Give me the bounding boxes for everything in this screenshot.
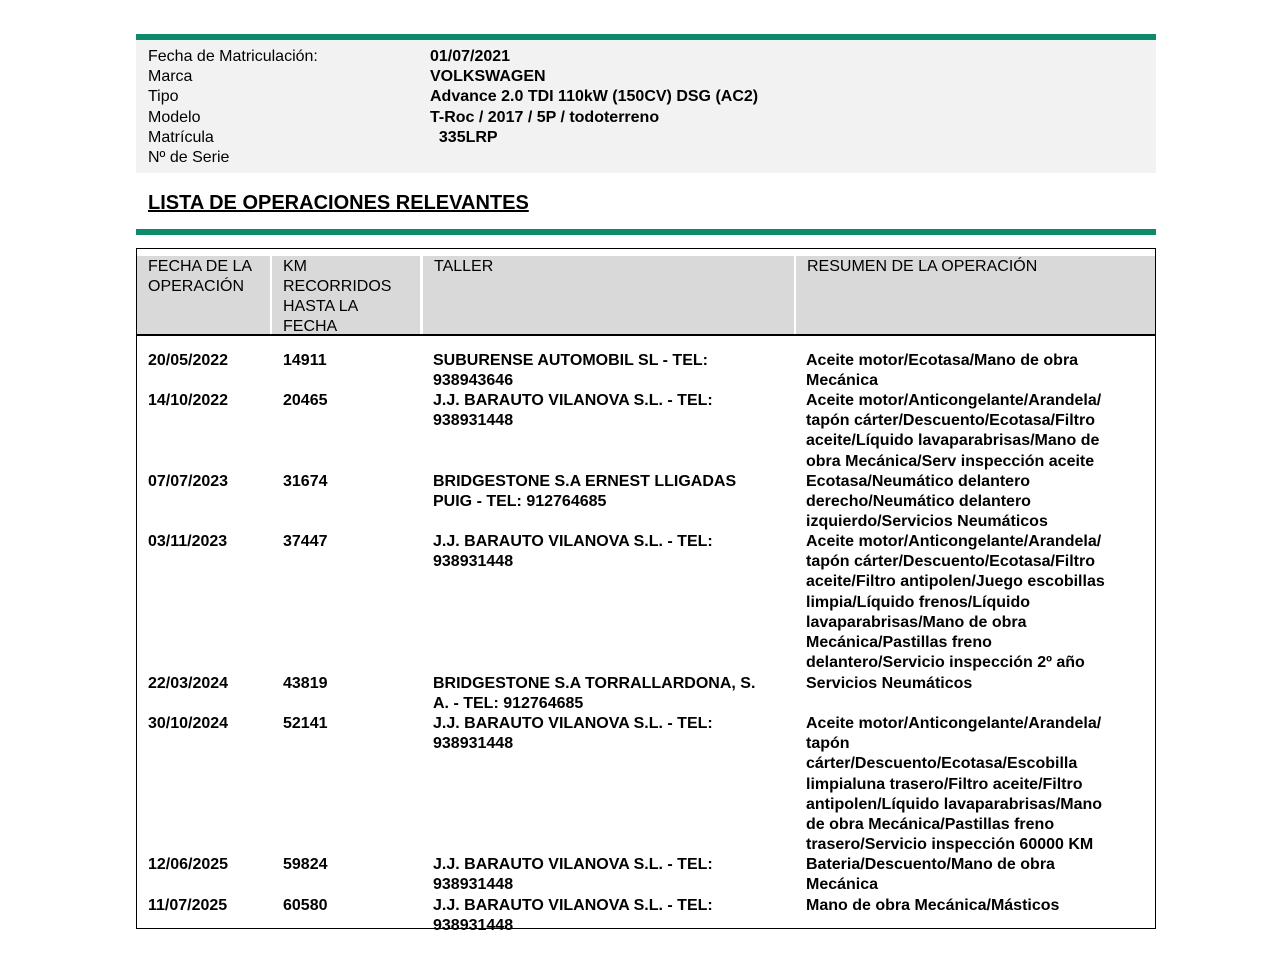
- header-label: FECHA DE LA OPERACIÓN: [148, 258, 253, 295]
- cell-km: 31674: [283, 473, 328, 490]
- section-title: LISTA DE OPERACIONES RELEVANTES: [148, 192, 529, 214]
- cell-resumen: Bateria/Descuento/Mano de obra Mecánica: [806, 856, 1055, 894]
- info-label: Marca: [148, 68, 193, 86]
- header-km: KM RECORRIDOS HASTA LA FECHA: [272, 256, 420, 335]
- cell-taller: J.J. BARAUTO VILANOVA S.L. - TEL: 938931…: [433, 715, 713, 753]
- info-value: VOLKSWAGEN: [430, 68, 546, 86]
- cell-km: 43819: [283, 675, 328, 692]
- cell-km: 52141: [283, 715, 328, 732]
- cell-taller: J.J. BARAUTO VILANOVA S.L. - TEL: 938931…: [433, 392, 713, 430]
- cell-resumen: Aceite motor/Ecotasa/Mano de obra Mecáni…: [806, 352, 1079, 390]
- cell-resumen: Aceite motor/Anticongelante/Arandela/ ta…: [806, 533, 1105, 672]
- top-accent-bar: [136, 34, 1156, 40]
- cell-taller: J.J. BARAUTO VILANOVA S.L. - TEL: 938931…: [433, 533, 713, 571]
- info-label: Nº de Serie: [148, 149, 230, 166]
- cell-km: 37447: [283, 533, 328, 550]
- header-label: KM RECORRIDOS HASTA LA FECHA: [283, 258, 392, 335]
- cell-fecha: 11/07/2025: [148, 897, 228, 914]
- info-value: 01/07/2021: [430, 48, 511, 65]
- cell-fecha: 07/07/2023: [148, 473, 229, 490]
- cell-taller: SUBURENSE AUTOMOBIL SL - TEL: 938943646: [433, 352, 708, 390]
- cell-resumen: Servicios Neumáticos: [806, 675, 973, 692]
- info-label: Modelo: [148, 108, 201, 126]
- cell-fecha: 03/11/2023: [148, 533, 228, 550]
- header-taller: TALLER: [423, 256, 794, 334]
- cell-km: 14911: [283, 352, 327, 369]
- header-label: TALLER: [434, 258, 494, 275]
- cell-fecha: 12/06/2025: [148, 856, 229, 873]
- header-fecha: FECHA DE LA OPERACIÓN: [137, 256, 270, 334]
- cell-fecha: 22/03/2024: [148, 675, 229, 692]
- info-value: T-Roc / 2017 / 5P / todoterreno: [430, 108, 660, 126]
- cell-taller: J.J. BARAUTO VILANOVA S.L. - TEL: 938931…: [433, 897, 713, 935]
- cell-taller: BRIDGESTONE S.A ERNEST LLIGADAS PUIG - T…: [433, 473, 737, 511]
- header-label: RESUMEN DE LA OPERACIÓN: [807, 258, 1038, 275]
- cell-fecha: 30/10/2024: [148, 715, 229, 732]
- cell-km: 20465: [283, 392, 328, 409]
- vehicle-info-panel: Fecha de Matriculación: 01/07/2021 Marca VO…: [136, 40, 1156, 173]
- cell-km: 59824: [283, 856, 328, 873]
- cell-fecha: 14/10/2022: [148, 392, 229, 409]
- section-accent-bar: [136, 229, 1156, 235]
- cell-fecha: 20/05/2022: [148, 352, 229, 369]
- header-resumen: RESUMEN DE LA OPERACIÓN: [796, 256, 1155, 334]
- info-value: 335LRP: [430, 128, 498, 146]
- cell-resumen: Aceite motor/Anticongelante/Arandela/ ta…: [806, 392, 1102, 470]
- cell-resumen: Mano de obra Mecánica/Másticos: [806, 897, 1060, 914]
- cell-km: 60580: [283, 897, 328, 914]
- operations-table: FECHA DE LA OPERACIÓN KM RECORRIDOS HAST…: [136, 248, 1156, 934]
- info-label: Tipo: [148, 88, 179, 106]
- info-value: Advance 2.0 TDI 110kW (150CV) DSG (AC2): [430, 88, 759, 106]
- cell-taller: J.J. BARAUTO VILANOVA S.L. - TEL: 938931…: [433, 856, 713, 894]
- table-header: FECHA DE LA OPERACIÓN KM RECORRIDOS HAST…: [137, 256, 1155, 336]
- cell-resumen: Ecotasa/Neumático delantero derecho/Neum…: [806, 473, 1048, 531]
- cell-resumen: Aceite motor/Anticongelante/Arandela/ ta…: [806, 715, 1103, 854]
- info-label: Matrícula: [148, 128, 214, 146]
- info-label: Fecha de Matriculación:: [148, 48, 318, 65]
- cell-taller: BRIDGESTONE S.A TORRALLARDONA, S. A. - T…: [433, 675, 756, 713]
